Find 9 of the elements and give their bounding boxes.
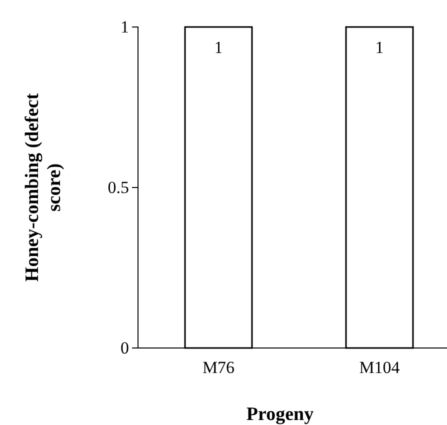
- y-axis-title: Honey-combing (defect score): [22, 92, 65, 282]
- x-axis-title: Progeny: [246, 404, 314, 425]
- x-tick-label: M76: [202, 358, 235, 378]
- data-label: 1: [214, 38, 223, 57]
- y-tick-label: 0.5: [108, 178, 129, 197]
- y-tick-label: 1: [120, 17, 129, 36]
- y-tick-label: 0: [120, 338, 129, 358]
- data-label: 1: [375, 38, 384, 57]
- x-tick-label: M104: [359, 358, 400, 378]
